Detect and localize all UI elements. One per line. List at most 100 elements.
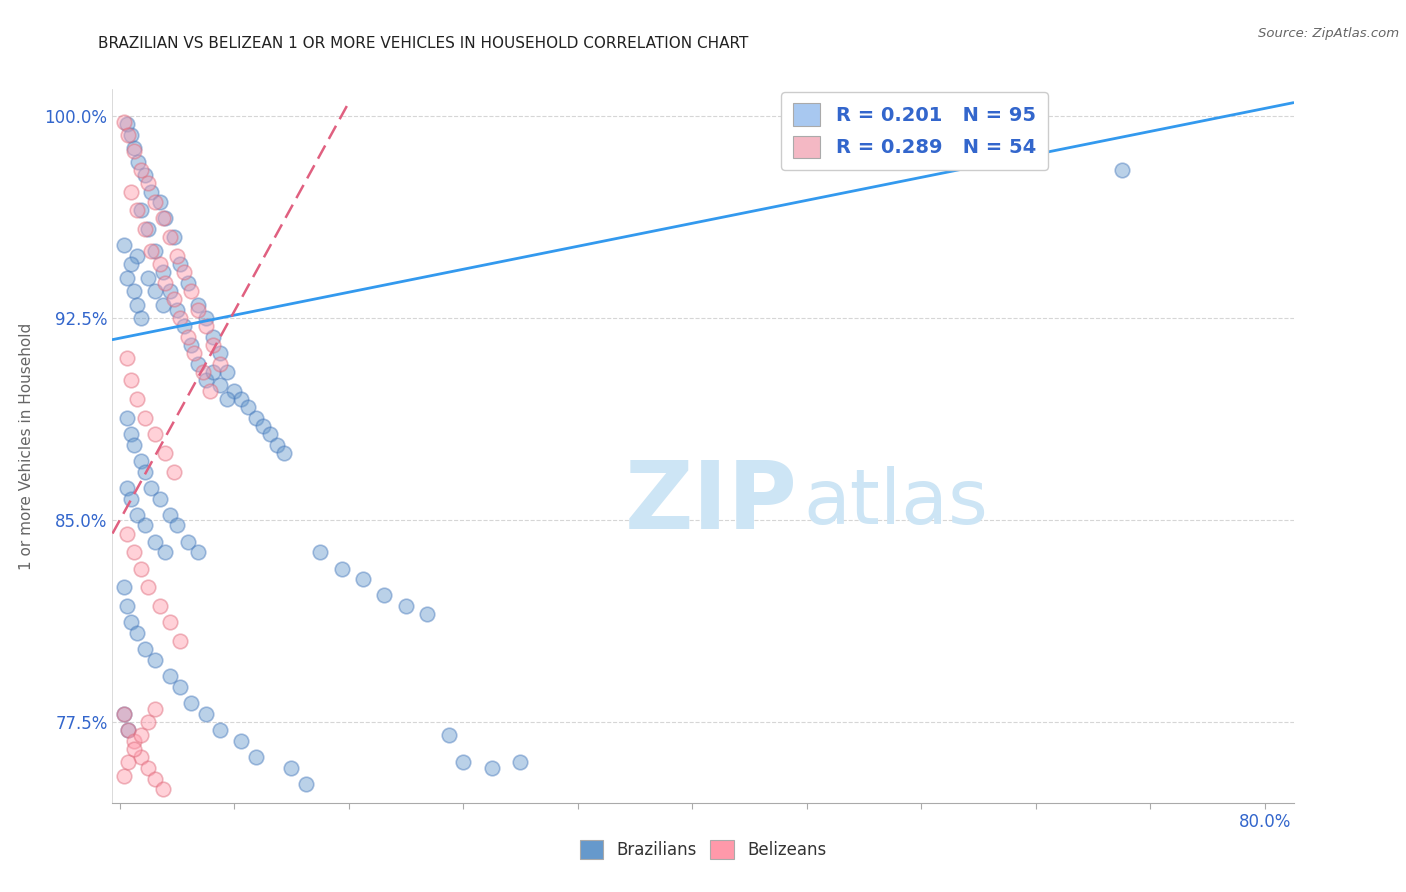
Point <box>136 580 159 594</box>
Point <box>122 144 145 158</box>
Point <box>112 238 135 252</box>
Point <box>231 392 253 406</box>
Point <box>122 284 145 298</box>
Point <box>120 491 142 506</box>
Point <box>330 561 353 575</box>
Point <box>180 338 202 352</box>
Point <box>125 508 148 522</box>
Point <box>136 222 159 236</box>
Point <box>129 311 152 326</box>
Point <box>145 426 167 441</box>
Point <box>117 756 139 770</box>
Point <box>173 265 195 279</box>
Point <box>129 203 152 218</box>
Point <box>122 437 145 451</box>
Point <box>125 249 148 263</box>
Point <box>481 761 503 775</box>
Point <box>149 195 172 210</box>
Point <box>163 230 186 244</box>
Point <box>1111 163 1133 178</box>
Point <box>173 319 195 334</box>
Point <box>163 292 186 306</box>
Point <box>120 373 142 387</box>
Point <box>159 508 181 522</box>
Point <box>215 365 238 379</box>
Point <box>201 365 224 379</box>
Point <box>395 599 418 614</box>
Point <box>134 518 156 533</box>
Point <box>183 346 205 360</box>
Point <box>145 195 167 210</box>
Point <box>120 426 142 441</box>
Point <box>127 155 149 169</box>
Point <box>163 465 186 479</box>
Point <box>115 351 138 366</box>
Point <box>187 357 209 371</box>
Point <box>166 249 188 263</box>
Point <box>194 311 217 326</box>
Point <box>125 626 148 640</box>
Point <box>136 177 159 191</box>
Point <box>159 669 181 683</box>
Point <box>125 203 148 218</box>
Point <box>180 696 202 710</box>
Point <box>259 426 281 441</box>
Point <box>215 392 238 406</box>
Point <box>194 706 217 721</box>
Point <box>145 653 167 667</box>
Point <box>169 634 191 648</box>
Point <box>134 642 156 657</box>
Text: BRAZILIAN VS BELIZEAN 1 OR MORE VEHICLES IN HOUSEHOLD CORRELATION CHART: BRAZILIAN VS BELIZEAN 1 OR MORE VEHICLES… <box>98 36 749 51</box>
Point <box>224 384 246 398</box>
Point <box>266 437 288 451</box>
Point <box>120 615 142 630</box>
Point <box>166 303 188 318</box>
Point <box>169 257 191 271</box>
Point <box>191 365 214 379</box>
Point <box>437 729 460 743</box>
Point <box>155 211 177 226</box>
Point <box>208 723 231 737</box>
Point <box>122 734 145 748</box>
Point <box>145 534 167 549</box>
Point <box>187 298 209 312</box>
Point <box>117 723 139 737</box>
Point <box>155 545 177 559</box>
Point <box>252 418 274 433</box>
Point <box>169 311 191 326</box>
Point <box>152 298 174 312</box>
Point <box>194 373 217 387</box>
Point <box>122 141 145 155</box>
Point <box>120 128 142 142</box>
Text: atlas: atlas <box>803 467 988 540</box>
Point <box>159 615 181 630</box>
Point <box>129 729 152 743</box>
Point <box>122 742 145 756</box>
Point <box>451 756 474 770</box>
Point <box>145 701 167 715</box>
Point <box>198 384 221 398</box>
Point <box>125 392 148 406</box>
Point <box>152 265 174 279</box>
Point <box>208 357 231 371</box>
Point <box>134 465 156 479</box>
Point <box>273 446 295 460</box>
Point <box>159 230 181 244</box>
Point <box>129 750 152 764</box>
Point <box>139 185 162 199</box>
Point <box>159 284 181 298</box>
Point <box>149 491 172 506</box>
Point <box>117 128 139 142</box>
Point <box>194 319 217 334</box>
Point <box>208 346 231 360</box>
Point <box>134 169 156 183</box>
Point <box>201 338 224 352</box>
Point <box>145 772 167 786</box>
Point <box>352 572 374 586</box>
Y-axis label: 1 or more Vehicles in Household: 1 or more Vehicles in Household <box>18 322 34 570</box>
Point <box>177 276 200 290</box>
Point <box>115 410 138 425</box>
Point <box>115 599 138 614</box>
Point <box>201 330 224 344</box>
Point <box>115 270 138 285</box>
